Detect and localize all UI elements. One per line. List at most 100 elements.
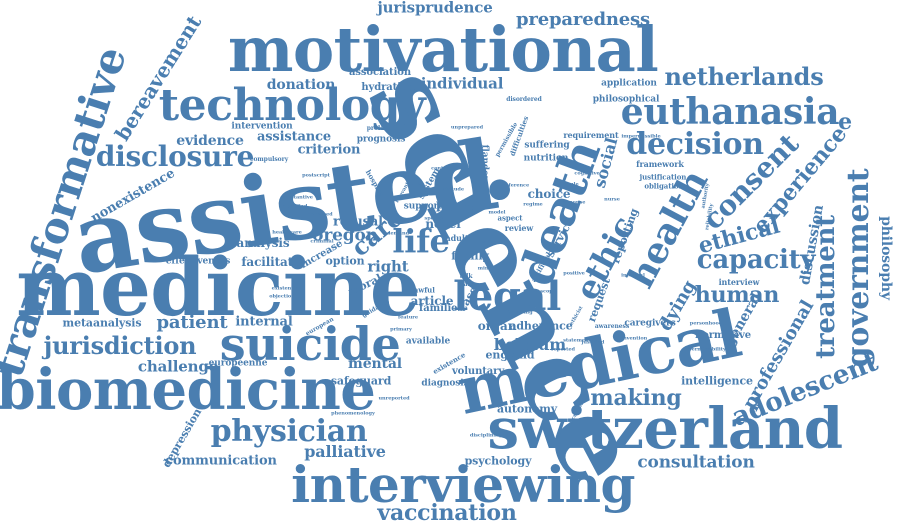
word-postscript: postscript	[302, 172, 330, 179]
word-deceased: deceased	[307, 211, 333, 218]
word-justification: justification	[639, 172, 687, 182]
word-scope: scope	[540, 288, 556, 295]
word-talk: talk	[459, 273, 473, 280]
word-communication: communication	[165, 453, 277, 469]
word-suicide: suicide	[219, 317, 401, 371]
word-nurse: nurse	[604, 196, 620, 203]
word-healthcare: healthcare	[272, 229, 302, 236]
word-control: control	[431, 165, 451, 172]
word-substantive: substantive	[281, 194, 313, 201]
word-compulsory: compulsory	[249, 156, 289, 163]
word-metaanalysis: metaanalysis	[62, 316, 142, 330]
word-jurisdiction: jurisdiction	[43, 331, 197, 360]
word-cognitive: cognitive	[574, 170, 600, 177]
word-justified: justified	[581, 339, 605, 346]
word-primary: primary	[390, 326, 412, 333]
word-positive: positive	[563, 270, 585, 277]
word-jurisprudence: jurisprudence	[377, 0, 493, 17]
word-legal: legal	[453, 273, 561, 320]
word-family: family	[451, 249, 489, 263]
word-prolonging: prolonging	[366, 125, 404, 132]
word-voluntary: voluntary	[451, 366, 505, 377]
word-reference: reference	[502, 182, 530, 189]
word-available: available	[405, 336, 451, 347]
word-human: human	[694, 282, 780, 308]
word-individual: individual	[420, 74, 504, 93]
word-choice: choice	[527, 187, 571, 201]
word-oregon: oregon	[312, 225, 378, 246]
word-challenge: challenge	[137, 357, 219, 376]
word-option: option	[325, 254, 365, 268]
word-consultation: consultation	[637, 452, 755, 473]
word-analysis: analysis	[236, 236, 290, 250]
word-convention: convention	[616, 335, 648, 342]
word-medicine: medicine	[16, 240, 420, 334]
word-aspect: aspect	[497, 213, 523, 223]
word-lawful: lawful	[411, 285, 435, 295]
word-nutrition: nutrition	[523, 153, 569, 164]
word-e: e	[838, 109, 852, 135]
word-normative: normative	[695, 330, 751, 341]
word-application: application	[601, 78, 657, 89]
word-dignified: dignified	[282, 203, 308, 210]
word-capacity: capacity	[696, 245, 816, 275]
word-refusal: refusal	[333, 214, 383, 230]
word-interview: interview	[718, 277, 760, 287]
word-personhood: personhood	[689, 320, 723, 327]
word-criterion: criterion	[297, 142, 361, 158]
word-vaccination: vaccination	[377, 500, 517, 526]
word-europeenne: européenne	[208, 358, 268, 369]
word-interviewing: interviewing	[291, 455, 635, 514]
word-adult: adult	[445, 233, 469, 243]
word-specific: specific	[424, 215, 446, 222]
word-criminal: criminal	[310, 238, 334, 245]
word-objection: objection	[269, 293, 295, 300]
word-effectiveness: effectiveness	[165, 256, 231, 267]
word-informal: informal	[621, 272, 645, 279]
word-life: life	[392, 222, 450, 260]
word-adherence: adherence	[509, 319, 573, 333]
word-review: review	[504, 223, 534, 233]
word-psychology: psychology	[464, 454, 532, 468]
word-internal: internal	[235, 314, 293, 330]
word-motivational: motivational	[227, 13, 659, 86]
word-obligation: obligation	[644, 181, 684, 191]
word-reported: reported	[551, 346, 575, 353]
word-physician: physician	[210, 414, 368, 449]
word-families: families	[419, 303, 463, 314]
word-palliative: palliative	[304, 442, 386, 461]
word-caregivers: caregivers	[624, 318, 676, 329]
word-involving: involving	[507, 309, 533, 316]
word-euthanasia: euthanasia	[620, 91, 840, 133]
word-policy: policy	[479, 239, 497, 246]
word-mental: mental	[348, 356, 402, 372]
word-assistance: assistance	[256, 129, 332, 145]
word-hydration: hydration	[361, 82, 415, 93]
word-disordered: disordered	[506, 96, 542, 103]
word-suffering: suffering	[524, 140, 570, 151]
word-philosophy: philosophy	[878, 216, 894, 300]
word-social: social	[589, 135, 622, 190]
word-preparedness: preparedness	[516, 9, 650, 30]
word-phenomenology: phenomenology	[331, 410, 375, 417]
word-philosophical: philosophical	[592, 94, 660, 105]
word-requirement: requirement	[563, 130, 619, 140]
word-autonomy: autonomy	[496, 402, 558, 416]
word-netherlands: netherlands	[664, 62, 824, 91]
word-intelligence: intelligence	[681, 374, 753, 388]
word-association: association	[348, 67, 412, 78]
word-donation: donation	[266, 77, 336, 93]
word-awareness: awareness	[594, 323, 630, 330]
word-technology: technology	[158, 80, 426, 131]
word-england: england	[485, 348, 535, 362]
word-article: article	[410, 294, 454, 308]
word-minor: minor	[477, 265, 495, 272]
word-decision: decision	[626, 127, 764, 162]
word-being: being	[435, 200, 477, 216]
word-rule: rule	[567, 181, 579, 188]
word-regime: regime	[523, 201, 543, 208]
word-support: support	[403, 201, 443, 212]
word-attitude: attitude	[442, 186, 464, 193]
word-permissibility: permissibility	[688, 346, 726, 353]
word-biomedicine: biomedicine	[0, 357, 376, 423]
